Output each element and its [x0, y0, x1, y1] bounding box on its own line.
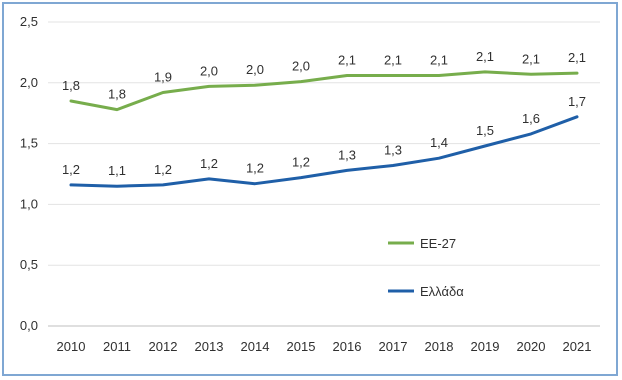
- data-label: 2,1: [430, 53, 448, 68]
- legend-label: Ελλάδα: [420, 284, 464, 299]
- data-label: 1,1: [108, 163, 126, 178]
- data-label: 1,4: [430, 135, 448, 150]
- y-axis: 0,0 0,5 1,0 1,5 2,0 2,5: [20, 14, 38, 333]
- x-tick-label: 2020: [517, 339, 546, 354]
- series-group: 1,8 1,8 1,9 2,0 2,0 2,0 2,1 2,1 2,1 2,1 2,1 2,1 1,2 1…: [62, 49, 586, 188]
- x-tick-label: 2019: [471, 339, 500, 354]
- x-axis: 2010 2011 2012 2013 2014 2015 2016 2017 2018 2019…: [57, 339, 592, 354]
- x-tick-label: 2013: [195, 339, 224, 354]
- data-label: 1,2: [62, 162, 80, 177]
- y-tick-label: 0,0: [20, 318, 38, 333]
- gridlines: [48, 21, 600, 327]
- data-label: 2,0: [292, 59, 310, 74]
- y-tick-label: 2,5: [20, 14, 38, 29]
- data-label: 2,1: [384, 53, 402, 68]
- x-tick-label: 2018: [425, 339, 454, 354]
- y-tick-label: 1,5: [20, 136, 38, 151]
- x-tick-label: 2017: [379, 339, 408, 354]
- data-label: 1,8: [62, 78, 80, 93]
- x-tick-label: 2021: [563, 339, 592, 354]
- data-label: 2,1: [338, 53, 356, 68]
- chart-frame: [2, 2, 618, 376]
- data-label: 1,3: [384, 142, 402, 157]
- data-label: 1,7: [568, 94, 586, 109]
- data-label: 1,2: [292, 155, 310, 170]
- x-tick-label: 2010: [57, 339, 86, 354]
- data-label: 1,8: [108, 87, 126, 102]
- legend-label: ΕΕ-27: [420, 236, 456, 251]
- x-tick-label: 2011: [103, 339, 131, 354]
- x-tick-label: 2012: [149, 339, 178, 354]
- y-tick-label: 2,0: [20, 75, 38, 90]
- data-label: 1,5: [476, 123, 494, 138]
- data-label: 1,9: [154, 70, 172, 85]
- data-label: 2,0: [200, 63, 218, 78]
- series-line: [69, 70, 579, 112]
- data-label: 2,0: [246, 62, 264, 77]
- data-label: 1,2: [154, 162, 172, 177]
- data-label: 2,1: [568, 50, 586, 65]
- y-tick-label: 1,0: [20, 196, 38, 211]
- data-label: 2,1: [522, 51, 540, 66]
- y-tick-label: 0,5: [20, 257, 38, 272]
- x-tick-label: 2016: [333, 339, 362, 354]
- legend: ΕΕ-27 Ελλάδα: [388, 236, 464, 299]
- x-tick-label: 2015: [287, 339, 316, 354]
- x-tick-label: 2014: [241, 339, 270, 354]
- data-label: 1,2: [246, 161, 264, 176]
- data-label: 1,6: [522, 111, 540, 126]
- data-label: 1,2: [200, 156, 218, 171]
- data-label: 2,1: [476, 49, 494, 64]
- series-line: [69, 115, 579, 188]
- data-label: 1,3: [338, 147, 356, 162]
